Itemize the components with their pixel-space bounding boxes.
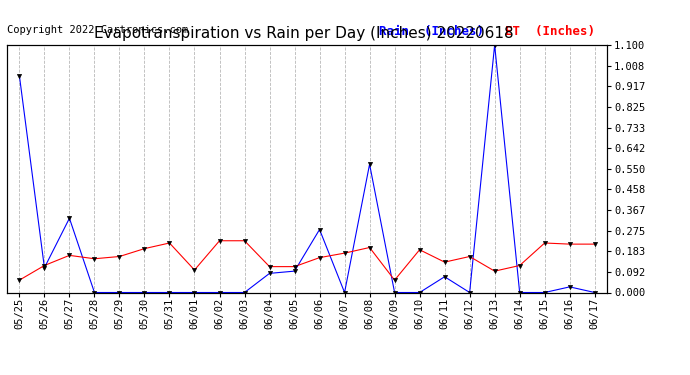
Rain  (Inches) — [190, 290, 199, 295]
Line: Rain  (Inches): Rain (Inches) — [17, 43, 597, 295]
ET  (Inches) — [66, 253, 74, 258]
ET  (Inches) — [15, 278, 23, 282]
Rain  (Inches) — [15, 74, 23, 78]
Rain  (Inches) — [215, 290, 224, 295]
Rain  (Inches) — [140, 290, 148, 295]
Rain  (Inches) — [166, 290, 174, 295]
Text: Evapotranspiration vs Rain per Day (Inches) 20220618: Evapotranspiration vs Rain per Day (Inch… — [94, 26, 513, 41]
ET  (Inches) — [190, 268, 199, 272]
ET  (Inches) — [440, 260, 449, 264]
ET  (Inches) — [415, 248, 424, 252]
Rain  (Inches) — [66, 216, 74, 220]
ET  (Inches) — [491, 269, 499, 273]
ET  (Inches) — [240, 238, 248, 243]
ET  (Inches) — [90, 256, 99, 261]
Rain  (Inches) — [40, 266, 48, 270]
Text: Copyright 2022 Cartronics.com: Copyright 2022 Cartronics.com — [7, 25, 188, 35]
ET  (Inches) — [591, 242, 599, 246]
ET  (Inches) — [515, 263, 524, 268]
Rain  (Inches) — [440, 274, 449, 279]
ET  (Inches) — [566, 242, 574, 246]
Rain  (Inches) — [266, 271, 274, 276]
Rain  (Inches) — [366, 162, 374, 166]
Rain  (Inches) — [240, 290, 248, 295]
Rain  (Inches) — [515, 290, 524, 295]
ET  (Inches) — [290, 264, 299, 269]
ET  (Inches) — [266, 264, 274, 269]
ET  (Inches) — [115, 254, 124, 259]
ET  (Inches) — [391, 278, 399, 282]
Rain  (Inches) — [491, 43, 499, 47]
Rain  (Inches) — [115, 290, 124, 295]
Rain  (Inches) — [566, 285, 574, 289]
Rain  (Inches) — [90, 290, 99, 295]
Rain  (Inches) — [391, 290, 399, 295]
Rain  (Inches) — [415, 290, 424, 295]
ET  (Inches) — [140, 246, 148, 251]
Rain  (Inches) — [466, 290, 474, 295]
Rain  (Inches) — [290, 269, 299, 273]
Line: ET  (Inches): ET (Inches) — [17, 238, 597, 282]
ET  (Inches) — [466, 254, 474, 259]
Rain  (Inches) — [540, 290, 549, 295]
ET  (Inches) — [215, 238, 224, 243]
Rain  (Inches) — [340, 290, 348, 295]
ET  (Inches) — [40, 263, 48, 268]
ET  (Inches) — [315, 255, 324, 260]
Text: Rain  (Inches): Rain (Inches) — [379, 25, 484, 38]
ET  (Inches) — [340, 251, 348, 255]
Rain  (Inches) — [315, 227, 324, 232]
Rain  (Inches) — [591, 290, 599, 295]
ET  (Inches) — [166, 241, 174, 245]
ET  (Inches) — [366, 245, 374, 250]
ET  (Inches) — [540, 241, 549, 245]
Text: ET  (Inches): ET (Inches) — [505, 25, 595, 38]
